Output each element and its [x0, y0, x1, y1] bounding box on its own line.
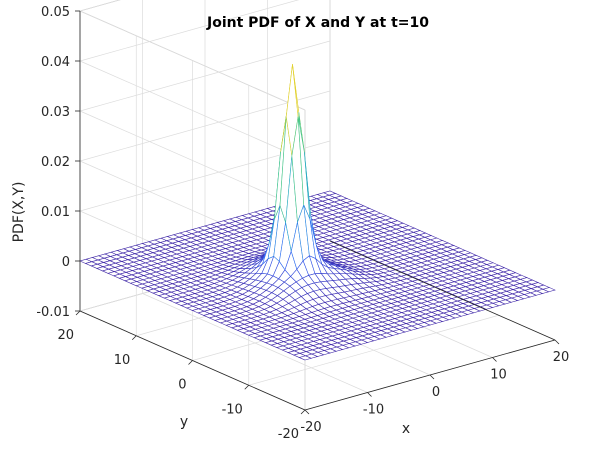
y-tick-label: -20: [278, 427, 299, 442]
y-tick-mark: [75, 310, 81, 316]
x-tick-mark: [554, 339, 560, 345]
y-tick-mark: [244, 384, 250, 390]
x-tick-mark: [304, 409, 310, 415]
x-tick-label: 10: [490, 368, 507, 383]
y-tick-mark: [131, 335, 137, 341]
z-tick-label: 0.01: [41, 205, 70, 220]
x-tick-mark: [429, 374, 435, 380]
y-axis-label: y: [180, 414, 188, 430]
z-tick-label: 0.03: [41, 105, 70, 120]
z-tick-label: 0: [62, 255, 70, 270]
z-tick-label: -0.01: [36, 305, 70, 320]
gridline-y: [248, 314, 499, 386]
x-tick-label: 0: [432, 385, 440, 400]
y-tick-label: 20: [57, 328, 74, 343]
x-tick-label: -10: [363, 403, 384, 418]
y-tick-label: -10: [222, 402, 243, 417]
surface-cell: [542, 287, 556, 293]
y-tick-mark: [188, 360, 193, 365]
x-tick-label: 20: [553, 350, 570, 365]
z-axis-label: PDF(X,Y): [11, 182, 27, 243]
x-tick-mark: [492, 357, 497, 362]
y-tick-mark: [300, 409, 306, 415]
y-tick-label: 0: [178, 378, 186, 393]
x-axis-label: x: [402, 421, 410, 437]
chart-title: Joint PDF of X and Y at t=10: [206, 15, 429, 31]
y-tick-label: 10: [114, 353, 131, 368]
x-tick-mark: [367, 392, 372, 397]
z-tick-label: 0.05: [41, 5, 70, 20]
z-tick-label: 0.02: [41, 155, 70, 170]
surface-mesh: [79, 64, 556, 361]
y-axis-line-right: [329, 240, 556, 341]
x-tick-label: -20: [300, 420, 321, 435]
tick-labels: -20 -10 0 10 20 -20 -10 0 10 20 -0.01 0 0.01 0.02 0.03…: [36, 5, 569, 442]
z-tick-label: 0.04: [41, 55, 70, 70]
